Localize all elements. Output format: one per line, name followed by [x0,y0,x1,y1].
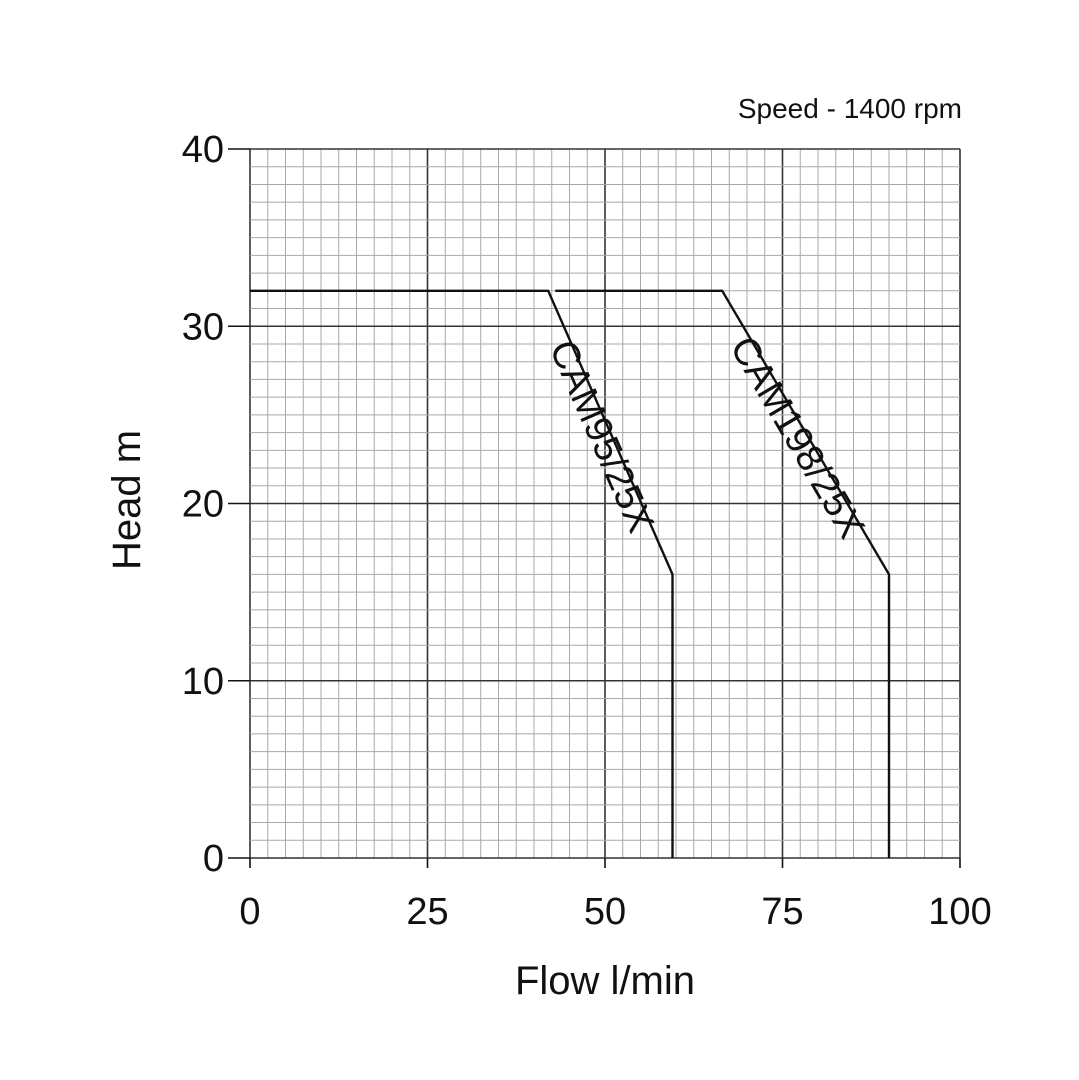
x-tick-label: 100 [928,891,991,933]
series-lines [250,289,891,858]
y-tick-label: 30 [182,306,224,348]
series-line-1 [250,289,674,858]
x-tick-label: 0 [239,891,260,933]
grid [249,148,961,859]
y-tick-label: 20 [182,484,224,526]
series-label-1: CAM95/25X [541,334,662,539]
y-tick-label: 0 [203,838,224,880]
y-tick-label: 40 [182,129,224,171]
x-axis-title: Flow l/min [515,959,695,1003]
speed-annotation: Speed - 1400 rpm [738,93,962,124]
x-tick-label: 75 [761,891,803,933]
y-tick-label: 10 [182,661,224,703]
x-tick-label: 50 [584,891,626,933]
axis-ticks: 0 25 50 75 100 0 10 20 30 40 [182,129,992,933]
series-line-2 [555,289,891,858]
y-axis-title: Head m [105,430,149,570]
x-tick-label: 25 [406,891,448,933]
